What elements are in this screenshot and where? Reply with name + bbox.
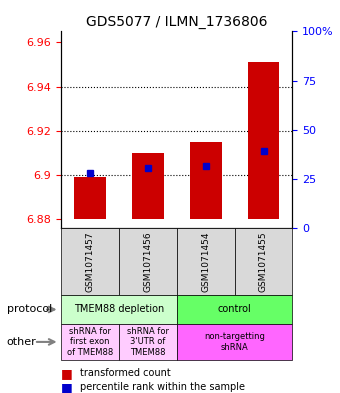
Text: TMEM88 depletion: TMEM88 depletion [74,305,164,314]
Text: GSM1071454: GSM1071454 [201,231,210,292]
Text: GSM1071455: GSM1071455 [259,231,268,292]
Text: shRNA for
first exon
of TMEM88: shRNA for first exon of TMEM88 [67,327,113,357]
Text: percentile rank within the sample: percentile rank within the sample [80,382,245,392]
Text: ■: ■ [61,367,73,380]
Bar [74,177,106,219]
Text: other: other [7,337,36,347]
Bar [248,62,279,219]
Text: shRNA for
3'UTR of
TMEM88: shRNA for 3'UTR of TMEM88 [127,327,169,357]
Title: GDS5077 / ILMN_1736806: GDS5077 / ILMN_1736806 [86,15,268,29]
Bar [132,153,164,219]
Text: transformed count: transformed count [80,368,171,378]
Text: non-targetting
shRNA: non-targetting shRNA [204,332,265,352]
Text: protocol: protocol [7,305,52,314]
Bar [190,142,222,219]
Text: GSM1071456: GSM1071456 [143,231,152,292]
Text: ■: ■ [61,380,73,393]
Text: control: control [218,305,252,314]
Text: GSM1071457: GSM1071457 [86,231,95,292]
